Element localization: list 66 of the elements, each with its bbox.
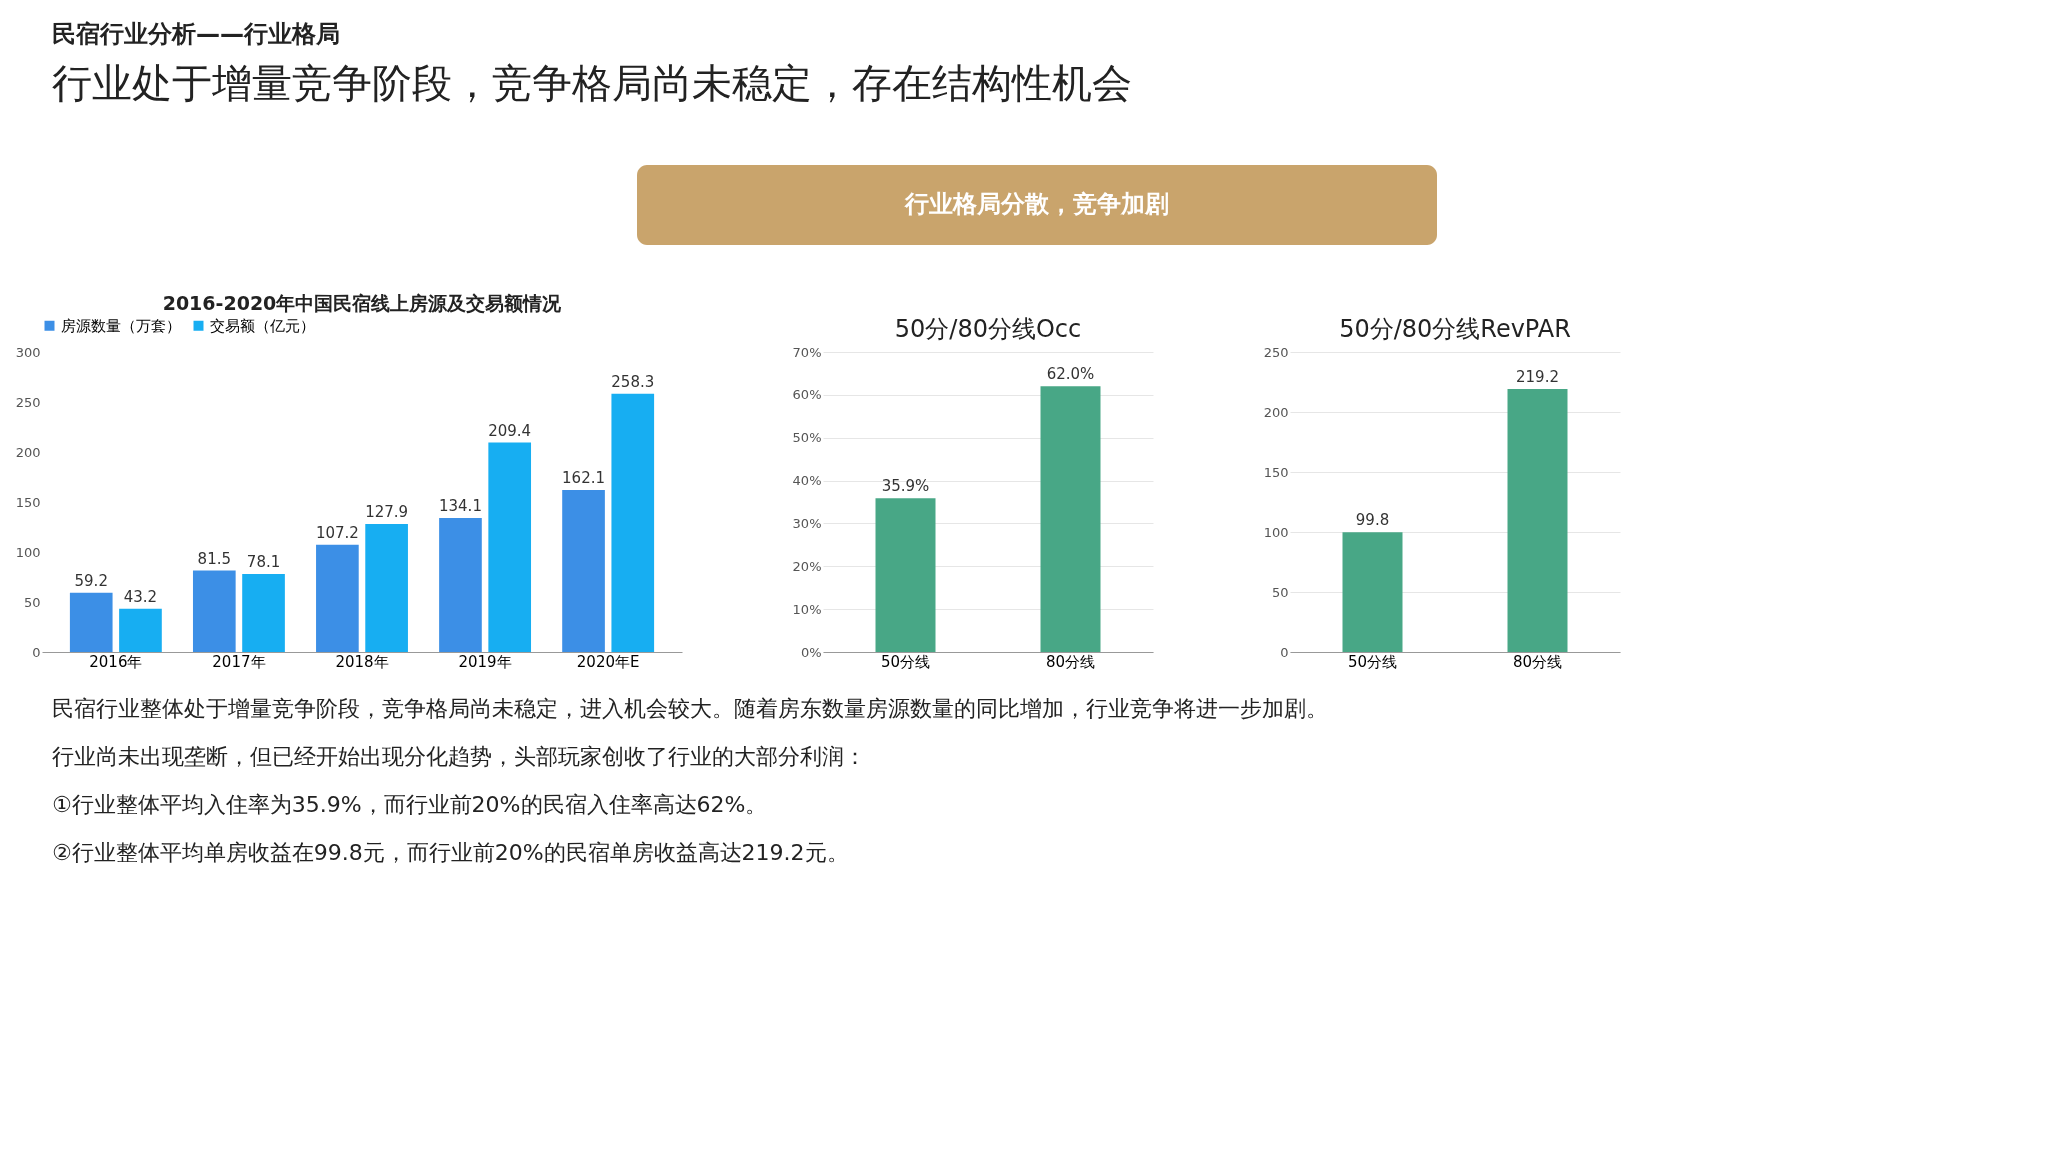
- text: ①行业整体平均入住率为35.9%，而行业前20%的民宿入住率高达62%。: [52, 792, 768, 817]
- bar: [119, 608, 162, 652]
- x-tick-label: 50分线: [1347, 652, 1398, 671]
- bar: [439, 517, 482, 652]
- y-tick-label: 200: [15, 444, 41, 460]
- x-tick-label: 2017年: [212, 652, 266, 671]
- text: 行业处于增量竞争阶段，竞争格局尚未稳定，存在结构性机会: [52, 60, 1132, 106]
- y-tick-label: 50: [1271, 584, 1289, 600]
- y-tick-label: 0: [1280, 644, 1289, 660]
- chart-title: 50分/80分线RevPAR: [1339, 315, 1571, 343]
- data-label: 43.2: [123, 587, 158, 606]
- y-tick-label: 50%: [792, 430, 822, 446]
- y-tick-label: 250: [1263, 344, 1289, 360]
- bar: [365, 524, 408, 652]
- text: 行业尚未出现垄断，但已经开始出现分化趋势，头部玩家创收了行业的大部分利润：: [52, 744, 866, 769]
- data-label: 35.9%: [881, 477, 930, 496]
- bar: [242, 573, 285, 652]
- y-tick-label: 30%: [792, 515, 822, 531]
- bar: [611, 393, 655, 652]
- bar: [69, 592, 113, 652]
- x-tick-label: 50分线: [880, 652, 931, 671]
- bar: [488, 442, 532, 652]
- y-tick-label: 0%: [800, 644, 822, 660]
- data-label: 107.2: [315, 523, 359, 542]
- data-label: 127.9: [365, 503, 409, 522]
- data-label: 209.4: [488, 421, 532, 440]
- chart-title: 50分/80分线Occ: [894, 315, 1082, 343]
- data-label: 219.2: [1516, 367, 1559, 386]
- data-label: 258.3: [611, 372, 655, 391]
- y-tick-label: 100: [15, 544, 41, 560]
- text: ②行业整体平均单房收益在99.8元，而行业前20%的民宿单房收益高达219.2元。: [52, 840, 849, 865]
- bar: [192, 570, 236, 652]
- y-tick-label: 40%: [792, 473, 822, 489]
- data-label: 81.5: [197, 549, 232, 568]
- y-tick-label: 150: [15, 494, 41, 510]
- chart-title: 2016-2020年中国民宿线上房源及交易额情况: [162, 292, 563, 314]
- y-tick-label: 50: [23, 594, 41, 610]
- y-tick-label: 300: [15, 344, 41, 360]
- x-tick-label: 2018年: [335, 652, 389, 671]
- legend-label: 交易额（亿元）: [210, 316, 315, 335]
- data-label: 62.0%: [1046, 365, 1095, 384]
- bar: [316, 544, 359, 652]
- y-tick-label: 200: [1263, 404, 1289, 420]
- y-tick-label: 0: [32, 644, 41, 660]
- x-tick-label: 2019年: [458, 652, 512, 671]
- text: 行业格局分散，竞争加剧: [904, 190, 1169, 218]
- x-tick-label: 2016年: [89, 652, 143, 671]
- text: 民宿行业整体处于增量竞争阶段，竞争格局尚未稳定，进入机会较大。随着房东数量房源数量的同比增加，行业竞争将进一步加剧。: [52, 696, 1328, 721]
- x-tick-label: 80分线: [1045, 652, 1096, 671]
- legend-label: 房源数量（万套）: [61, 316, 181, 335]
- x-tick-label: 80分线: [1512, 652, 1563, 671]
- data-label: 59.2: [74, 571, 108, 590]
- y-tick-label: 60%: [792, 387, 822, 403]
- y-tick-label: 250: [15, 394, 41, 410]
- y-tick-label: 10%: [792, 601, 822, 617]
- y-tick-label: 20%: [792, 558, 822, 574]
- data-label: 134.1: [438, 496, 482, 515]
- data-label: 162.1: [562, 468, 606, 487]
- x-tick-label: 2020年E: [576, 652, 640, 671]
- text: 民宿行业分析——行业格局: [52, 20, 340, 48]
- y-tick-label: 150: [1263, 464, 1289, 480]
- y-tick-label: 70%: [792, 344, 822, 360]
- y-tick-label: 100: [1263, 524, 1289, 540]
- bar: [562, 489, 605, 652]
- data-label: 78.1: [246, 552, 281, 571]
- data-label: 99.8: [1355, 511, 1390, 530]
